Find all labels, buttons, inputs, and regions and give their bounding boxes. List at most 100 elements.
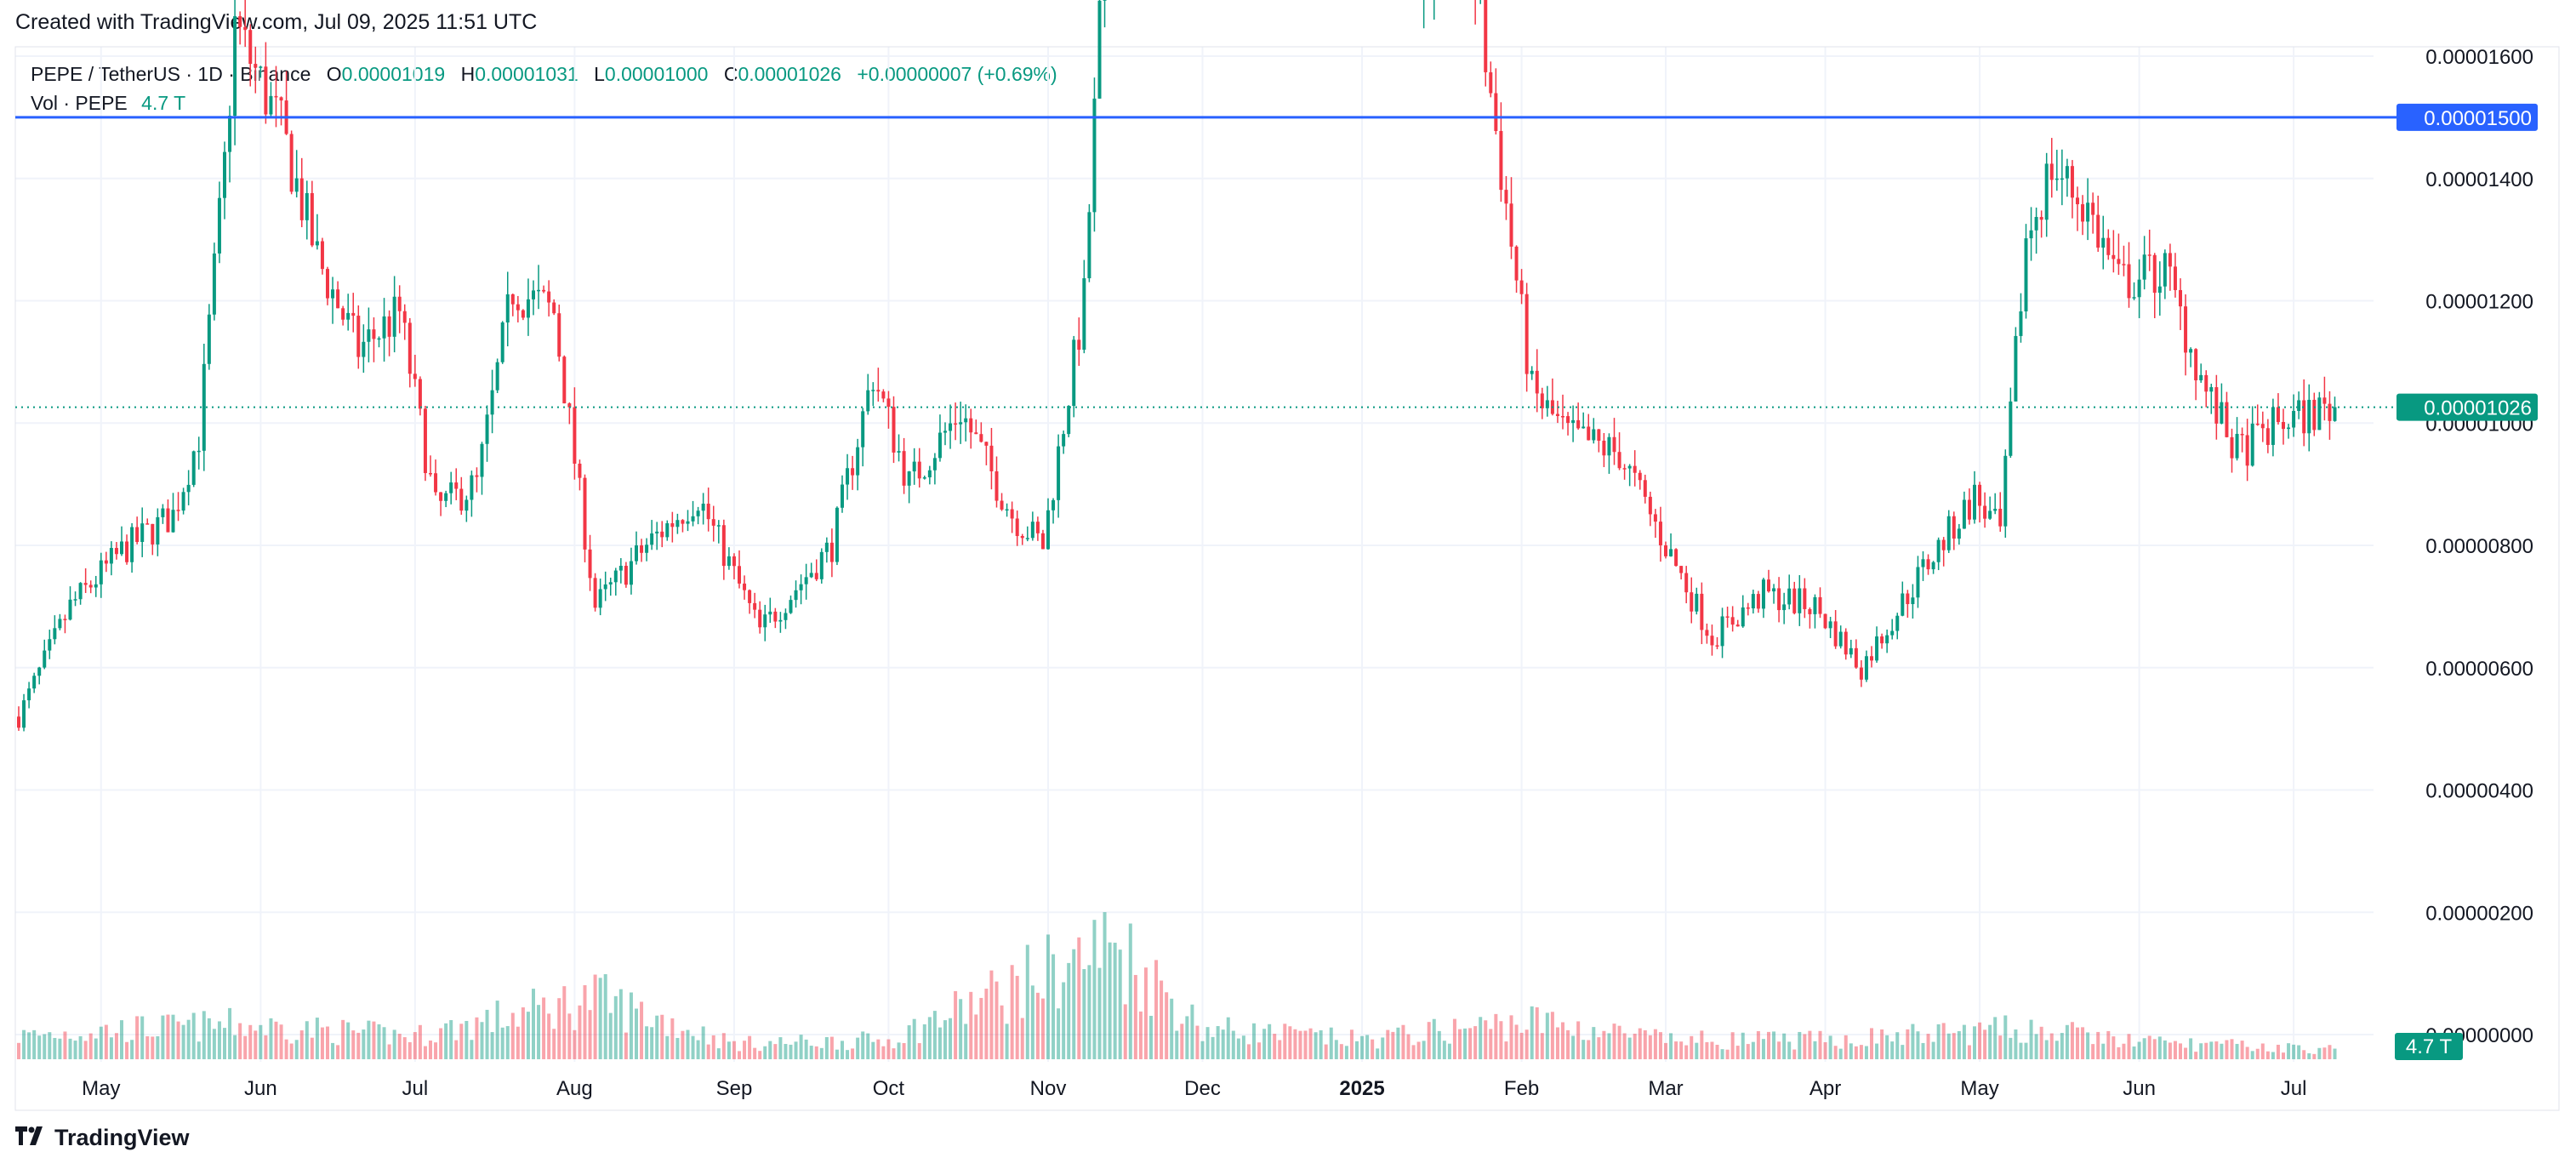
volume-bar (578, 1005, 582, 1059)
volume-bar (1092, 920, 1097, 1059)
volume-bar (1818, 1030, 1822, 1059)
volume-label[interactable]: Vol · PEPE (31, 92, 128, 114)
volume-bar (1216, 1026, 1220, 1059)
volume-bar (1175, 1030, 1179, 1059)
candle-body (618, 566, 623, 571)
candle-body (989, 445, 994, 471)
volume-bar (2132, 1046, 2136, 1059)
volume-bar (2240, 1041, 2244, 1059)
x-tick-label: Feb (1504, 1077, 1539, 1100)
candle-body (938, 432, 942, 459)
volume-bar (1911, 1024, 1915, 1059)
volume-bar (299, 1030, 304, 1059)
candle-body (2322, 397, 2327, 404)
volume-bar (151, 1036, 155, 1059)
volume-bar (655, 1015, 659, 1059)
candle-body (917, 461, 921, 479)
candle-body (88, 584, 93, 588)
candle-body (264, 66, 268, 115)
volume-bar (1803, 1034, 1807, 1059)
volume-bar (392, 1029, 396, 1059)
volume-bar (423, 1046, 427, 1059)
volume-bar (516, 1026, 520, 1059)
candle-body (660, 531, 664, 538)
volume-bar (2204, 1042, 2208, 1059)
level-price-tag-bg (2396, 103, 2538, 131)
volume-bar (1612, 1024, 1616, 1059)
candle-body (1746, 607, 1750, 609)
volume-bar (927, 1017, 932, 1059)
candle-body (27, 688, 31, 701)
volume-bar (1690, 1035, 1694, 1059)
candle-body (1921, 559, 1925, 567)
candle-body (1875, 636, 1879, 661)
candle-body (665, 523, 670, 538)
candle-body (959, 422, 963, 425)
volume-bar (1170, 998, 1174, 1059)
volume-bar (1452, 1018, 1456, 1059)
candle-body (984, 442, 989, 446)
volume-bar (819, 1047, 824, 1059)
volume-bar (1828, 1035, 1832, 1059)
candle-body (1597, 429, 1601, 442)
volume-bar (475, 1017, 479, 1059)
candle-body (902, 451, 906, 486)
candle-body (1695, 593, 1699, 612)
y-tick-label: 0.00001600 (2425, 46, 2533, 69)
time-axis[interactable]: May Jun Jul Aug Sep Oct Nov Dec 2025 Feb Mar Apr May… (82, 1077, 2306, 1100)
candle-body (109, 548, 113, 564)
candle-body (912, 461, 916, 472)
volume-bar (1262, 1029, 1267, 1059)
candle-body (2081, 204, 2085, 222)
candle-body (407, 322, 412, 374)
candle-body (2163, 253, 2167, 287)
volume-bar (43, 1034, 47, 1059)
volume-bar (2292, 1044, 2296, 1059)
candle-body (1880, 636, 1884, 644)
candle-body (629, 561, 633, 585)
candle-body (835, 507, 839, 562)
candle-body (397, 296, 402, 311)
volume-bar (449, 1020, 453, 1059)
volume-bar (1885, 1035, 1889, 1059)
volume-bar (1154, 960, 1159, 1059)
candle-body (2055, 178, 2059, 180)
volume-bar (593, 974, 597, 1059)
volume-bar (1010, 965, 1014, 1059)
volume-bar (613, 995, 618, 1059)
volume-bar (1195, 1025, 1200, 1059)
volume-bar (645, 1026, 649, 1059)
candle-body (1040, 533, 1045, 550)
candle-body (1576, 419, 1581, 429)
candle-body (299, 178, 304, 220)
volume-bar (2055, 1041, 2059, 1059)
volume-bar (902, 1042, 906, 1059)
volume-bar (532, 989, 535, 1059)
candle-body (526, 299, 530, 318)
x-tick-label: Jul (2281, 1077, 2307, 1100)
candle-body (2034, 217, 2038, 231)
candle-body (2142, 254, 2146, 280)
candle-body (1885, 635, 1889, 644)
candle-body (927, 470, 932, 478)
volume-bar (1298, 1030, 1302, 1059)
volume-tag: 4.7 T (2406, 1035, 2453, 1058)
volume-bar (753, 1047, 757, 1059)
candle-body (191, 451, 196, 485)
volume-bar (1381, 1037, 1385, 1059)
volume-bar (2199, 1043, 2203, 1059)
candle-body (274, 95, 278, 98)
volume-bar (1499, 1021, 1503, 1059)
candle-body (2014, 335, 2018, 402)
candle-body (459, 488, 464, 511)
candle-body (1046, 510, 1050, 550)
candle-body (2245, 435, 2249, 466)
volume-bar (841, 1041, 844, 1059)
candle-body (505, 294, 510, 323)
price-lines (15, 116, 2399, 408)
volume-bar (1087, 965, 1091, 1059)
candle-body (104, 560, 108, 564)
price-axis[interactable]: 0.000032000.000030000.000028000.00002600… (2425, 0, 2533, 1047)
volume-bar (691, 1035, 695, 1059)
